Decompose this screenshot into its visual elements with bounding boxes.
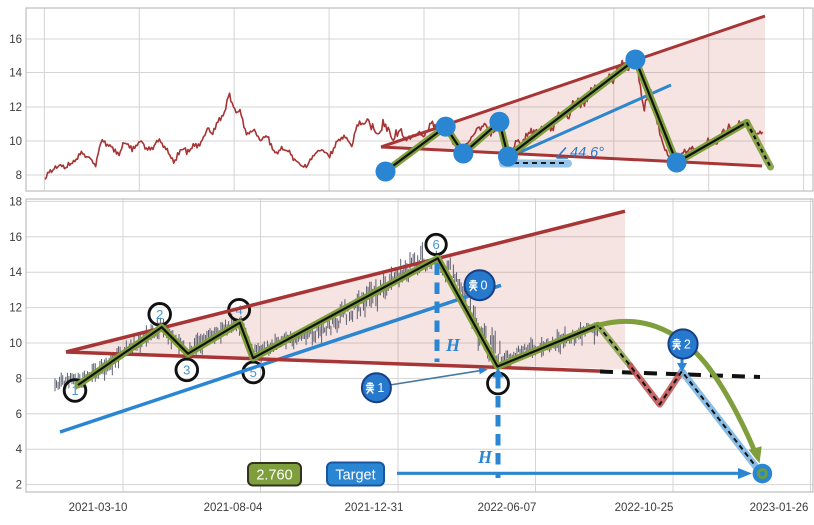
svg-text:1: 1 bbox=[71, 383, 78, 398]
svg-text:3: 3 bbox=[183, 362, 190, 377]
svg-text:2023-01-26: 2023-01-26 bbox=[750, 502, 809, 514]
svg-text:2.760: 2.760 bbox=[256, 468, 292, 484]
svg-text:2022-10-25: 2022-10-25 bbox=[615, 502, 674, 514]
svg-text:2: 2 bbox=[684, 337, 691, 351]
svg-text:8: 8 bbox=[16, 170, 22, 182]
svg-text:16: 16 bbox=[9, 232, 22, 244]
svg-text:10: 10 bbox=[9, 338, 22, 350]
svg-text:0: 0 bbox=[481, 279, 488, 293]
svg-text:2: 2 bbox=[156, 307, 163, 322]
svg-text:44.6°: 44.6° bbox=[570, 145, 604, 161]
svg-text:12: 12 bbox=[9, 102, 22, 114]
svg-text:10: 10 bbox=[9, 136, 22, 148]
svg-text:2022-06-07: 2022-06-07 bbox=[478, 502, 537, 514]
svg-text:6: 6 bbox=[16, 409, 22, 421]
svg-text:H: H bbox=[477, 447, 493, 467]
svg-text:4: 4 bbox=[16, 444, 23, 456]
svg-text:8: 8 bbox=[16, 373, 22, 385]
svg-text:2: 2 bbox=[16, 480, 22, 492]
svg-text:H: H bbox=[445, 335, 461, 355]
svg-text:5: 5 bbox=[250, 365, 257, 380]
svg-text:Target: Target bbox=[335, 468, 375, 484]
svg-text:16: 16 bbox=[9, 34, 22, 46]
svg-text:18: 18 bbox=[9, 196, 22, 208]
svg-text:2021-08-04: 2021-08-04 bbox=[204, 502, 263, 514]
svg-text:14: 14 bbox=[9, 68, 22, 80]
svg-text:6: 6 bbox=[432, 237, 439, 252]
svg-text:2021-12-31: 2021-12-31 bbox=[345, 502, 404, 514]
svg-text:2021-03-10: 2021-03-10 bbox=[69, 502, 128, 514]
svg-text:1: 1 bbox=[377, 381, 384, 395]
svg-text:14: 14 bbox=[9, 267, 22, 279]
svg-text:12: 12 bbox=[9, 303, 22, 315]
